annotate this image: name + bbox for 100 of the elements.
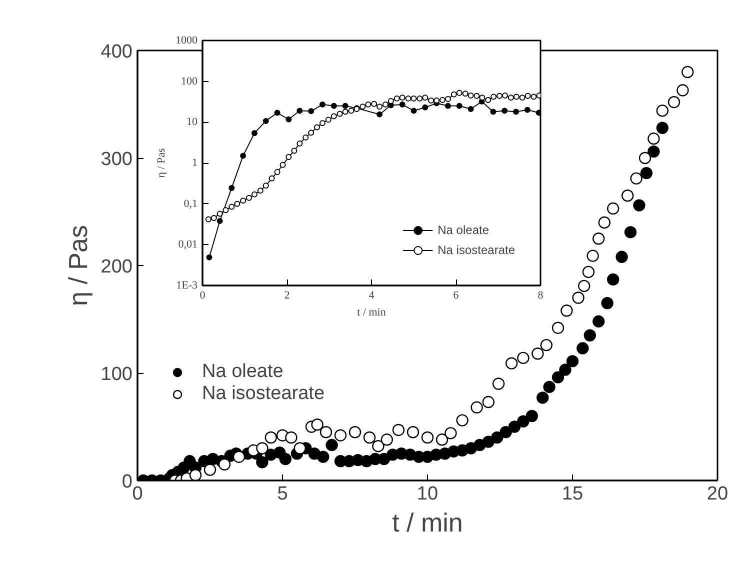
point bbox=[474, 92, 480, 99]
x-tick-label: 20 bbox=[706, 484, 728, 504]
y-axis-title: η / Pas bbox=[156, 148, 168, 178]
point bbox=[348, 108, 354, 114]
point bbox=[456, 102, 462, 109]
point bbox=[468, 92, 474, 98]
y-tick-label: 1000 bbox=[176, 34, 198, 46]
point bbox=[251, 191, 258, 198]
point bbox=[410, 95, 417, 102]
point bbox=[444, 96, 451, 102]
point bbox=[502, 92, 508, 98]
point bbox=[668, 96, 680, 108]
point bbox=[648, 132, 660, 145]
legend-label: Na isostearate bbox=[438, 243, 515, 257]
point bbox=[274, 110, 280, 116]
point bbox=[508, 94, 514, 101]
point bbox=[257, 188, 264, 194]
point bbox=[206, 254, 212, 260]
point bbox=[394, 95, 400, 102]
legend-label: Na oleate bbox=[202, 361, 284, 383]
point bbox=[405, 95, 412, 102]
point bbox=[517, 352, 530, 364]
point bbox=[360, 104, 366, 110]
point bbox=[302, 134, 309, 141]
point bbox=[638, 152, 652, 164]
y-tick-label: 300 bbox=[100, 149, 132, 170]
point bbox=[530, 94, 537, 100]
point bbox=[189, 469, 202, 480]
point bbox=[485, 96, 492, 103]
point bbox=[572, 292, 584, 304]
point bbox=[416, 95, 423, 102]
point bbox=[450, 91, 457, 98]
point bbox=[512, 108, 519, 115]
point bbox=[264, 431, 277, 444]
x-tick-label: 2 bbox=[284, 290, 290, 302]
point bbox=[216, 218, 223, 224]
point bbox=[532, 348, 544, 360]
point bbox=[444, 427, 457, 440]
point bbox=[422, 94, 428, 101]
y-tick-label: 0,01 bbox=[178, 238, 198, 251]
point bbox=[607, 202, 620, 215]
point bbox=[468, 106, 474, 112]
y-tick-label: 0,1 bbox=[184, 198, 198, 210]
point bbox=[325, 116, 332, 123]
point bbox=[540, 338, 552, 352]
point bbox=[320, 426, 332, 438]
point bbox=[462, 90, 468, 97]
y-tick-label: 200 bbox=[100, 256, 132, 278]
point bbox=[319, 102, 326, 108]
x-axis-title: t / min bbox=[357, 306, 386, 318]
point bbox=[330, 102, 337, 109]
point bbox=[456, 90, 462, 96]
point bbox=[388, 98, 394, 104]
point bbox=[251, 130, 258, 136]
point bbox=[492, 378, 505, 390]
point bbox=[560, 304, 573, 317]
point bbox=[210, 215, 217, 221]
point bbox=[311, 418, 324, 431]
point bbox=[399, 102, 406, 108]
point bbox=[592, 232, 605, 245]
point bbox=[342, 108, 348, 115]
point bbox=[228, 184, 235, 191]
point bbox=[630, 172, 642, 185]
point bbox=[552, 322, 564, 334]
point bbox=[246, 194, 252, 201]
legend-label: Na isostearate bbox=[202, 383, 325, 405]
point bbox=[240, 152, 246, 159]
x-tick-label: 8 bbox=[538, 290, 544, 302]
point bbox=[262, 118, 269, 124]
point bbox=[578, 280, 590, 292]
point bbox=[444, 102, 451, 109]
x-tick-label: 0 bbox=[200, 290, 206, 302]
point bbox=[439, 96, 446, 103]
point bbox=[280, 162, 286, 168]
x-tick-label: 4 bbox=[368, 290, 375, 302]
point bbox=[336, 110, 343, 117]
point bbox=[513, 94, 520, 100]
point bbox=[490, 94, 497, 100]
y-tick-label: 100 bbox=[100, 364, 132, 385]
point bbox=[421, 431, 434, 444]
x-tick-label: 6 bbox=[453, 290, 460, 302]
point bbox=[519, 94, 526, 101]
y-tick-label: 1E-3 bbox=[176, 280, 198, 292]
point bbox=[376, 111, 383, 118]
point bbox=[308, 130, 314, 136]
point bbox=[234, 200, 240, 207]
point bbox=[410, 108, 417, 114]
point bbox=[330, 113, 337, 120]
point bbox=[286, 154, 292, 160]
point bbox=[382, 102, 388, 108]
point bbox=[348, 426, 362, 438]
point bbox=[490, 108, 496, 115]
y-axis-title: η / Pas bbox=[62, 225, 93, 306]
point bbox=[232, 450, 246, 463]
point bbox=[470, 401, 483, 414]
point bbox=[622, 190, 634, 202]
point bbox=[582, 266, 595, 278]
point bbox=[342, 102, 348, 109]
point bbox=[296, 108, 303, 114]
legend-label: Na oleate bbox=[438, 223, 489, 237]
